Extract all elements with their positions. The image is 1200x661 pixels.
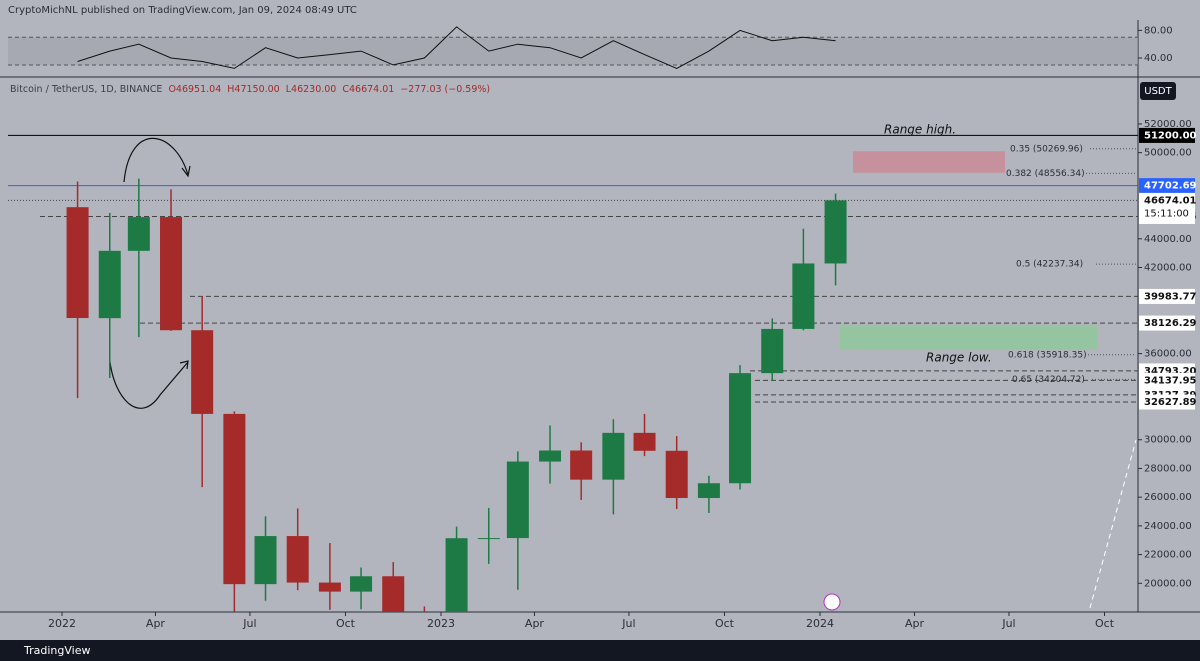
fib-label: 0.382 (48556.34) bbox=[1006, 169, 1085, 179]
candle-body bbox=[633, 432, 656, 451]
time-tick-label: Apr bbox=[525, 617, 545, 630]
candle-body bbox=[506, 461, 529, 539]
zone bbox=[853, 151, 1005, 173]
time-tick-label: Jul bbox=[621, 617, 635, 630]
price-tick-label: 50000.00 bbox=[1144, 148, 1192, 159]
candle-body bbox=[761, 328, 784, 374]
price-tick-label: 42000.00 bbox=[1144, 262, 1192, 273]
price-tick-label: 24000.00 bbox=[1144, 521, 1192, 532]
price-tick-label: 30000.00 bbox=[1144, 435, 1192, 446]
price-tick-label: 28000.00 bbox=[1144, 463, 1192, 474]
candle-body bbox=[602, 432, 625, 480]
candle-body bbox=[445, 538, 468, 612]
candle-body bbox=[191, 330, 214, 414]
fib-label: 0.5 (42237.34) bbox=[1016, 260, 1083, 270]
price-badge-label: 39983.77 bbox=[1144, 291, 1197, 302]
price-badge-label: 34137.95 bbox=[1144, 375, 1197, 386]
price-badge bbox=[1139, 394, 1195, 410]
rsi-tick-label: 40.00 bbox=[1144, 53, 1173, 64]
candle-body bbox=[792, 263, 815, 329]
projection-line bbox=[1089, 439, 1137, 609]
candle-body bbox=[665, 450, 688, 499]
time-tick-label: Jul bbox=[1001, 617, 1015, 630]
time-tick-label: 2022 bbox=[48, 617, 76, 630]
fib-label: 0.618 (35918.35) bbox=[1008, 350, 1087, 360]
rsi-band bbox=[8, 37, 1138, 65]
candle-body bbox=[697, 483, 720, 499]
price-badge bbox=[1139, 178, 1195, 194]
candle-body bbox=[254, 536, 277, 585]
publisher: CryptoMichNL published on TradingView.co… bbox=[8, 5, 357, 16]
legend-item: L46230.00 bbox=[286, 84, 337, 95]
price-badge-label: 34793.20 bbox=[1144, 366, 1197, 377]
candle-body bbox=[318, 582, 341, 592]
price-badge bbox=[1139, 288, 1195, 304]
zone bbox=[840, 324, 1097, 350]
fib-label: 0.65 (34204.72) bbox=[1012, 375, 1085, 385]
candle-body bbox=[160, 217, 183, 331]
candle-body bbox=[286, 536, 309, 583]
time-tick-label: Jul bbox=[242, 617, 256, 630]
main-pane bbox=[8, 134, 1138, 612]
rsi-pane bbox=[8, 26, 1138, 69]
arc-arrow bbox=[123, 137, 191, 183]
price-badge bbox=[1139, 315, 1195, 331]
price-tick-label: 44000.00 bbox=[1144, 234, 1192, 245]
price-badge-label: 38126.29 bbox=[1144, 318, 1197, 329]
legend-item: Bitcoin / TetherUS, 1D, BINANCE bbox=[10, 84, 162, 95]
legend-item: −277.03 (−0.59%) bbox=[400, 84, 490, 95]
annotation: Range high. bbox=[884, 123, 956, 137]
time-tick-label: 2023 bbox=[427, 617, 455, 630]
time-tick-label: 2024 bbox=[806, 617, 834, 630]
rsi-tick-label: 80.00 bbox=[1144, 25, 1173, 36]
price-badge bbox=[1139, 127, 1195, 143]
legend-item: C46674.01 bbox=[342, 84, 394, 95]
currency-label: USDT bbox=[1144, 86, 1172, 97]
candle-body bbox=[127, 217, 150, 251]
candle-body bbox=[66, 207, 89, 319]
time-tick-label: Oct bbox=[336, 617, 356, 630]
time-tick-label: Apr bbox=[905, 617, 925, 630]
brand: TradingView bbox=[23, 644, 90, 657]
countdown-badge bbox=[1139, 206, 1195, 220]
price-badge bbox=[1139, 372, 1195, 388]
price-tick-label: 26000.00 bbox=[1144, 492, 1192, 503]
price-badge-label: 47702.69 bbox=[1144, 181, 1197, 192]
price-tick-label: 52000.00 bbox=[1144, 119, 1192, 130]
candle-body bbox=[350, 576, 373, 592]
price-badge-label: 51200.00 bbox=[1144, 130, 1197, 141]
time-tick-label: Oct bbox=[1095, 617, 1115, 630]
candle-body bbox=[98, 250, 121, 319]
currency-badge bbox=[1140, 82, 1176, 100]
time-tick-label: Oct bbox=[715, 617, 735, 630]
price-badge bbox=[1139, 192, 1195, 208]
footer-bar bbox=[0, 640, 1200, 661]
candle-body bbox=[539, 450, 562, 462]
countdown: 15:11:00 bbox=[1144, 208, 1189, 219]
symbol-legend: Bitcoin / TetherUS, 1D, BINANCE O46951.04… bbox=[10, 84, 490, 95]
candle-body bbox=[477, 538, 500, 540]
legend-item: H47150.00 bbox=[227, 84, 279, 95]
candle-body bbox=[382, 576, 405, 612]
fib-label: 0.35 (50269.96) bbox=[1010, 144, 1083, 154]
candle-body bbox=[729, 373, 752, 484]
price-tick-label: 22000.00 bbox=[1144, 550, 1192, 561]
event-icon bbox=[823, 593, 841, 611]
candle-body bbox=[223, 413, 246, 585]
arc-arrow bbox=[109, 360, 189, 409]
price-badge-label: 46674.01 bbox=[1144, 195, 1197, 206]
price-tick-label: 20000.00 bbox=[1144, 578, 1192, 589]
price-tick-label: 36000.00 bbox=[1144, 349, 1192, 360]
candle-body bbox=[570, 450, 593, 480]
time-tick-label: Apr bbox=[146, 617, 166, 630]
price-badge-label: 32627.89 bbox=[1144, 397, 1197, 408]
candle-body bbox=[824, 200, 847, 264]
legend-item: O46951.04 bbox=[168, 84, 221, 95]
annotation: Range low. bbox=[926, 351, 992, 365]
rsi-line bbox=[77, 26, 836, 69]
